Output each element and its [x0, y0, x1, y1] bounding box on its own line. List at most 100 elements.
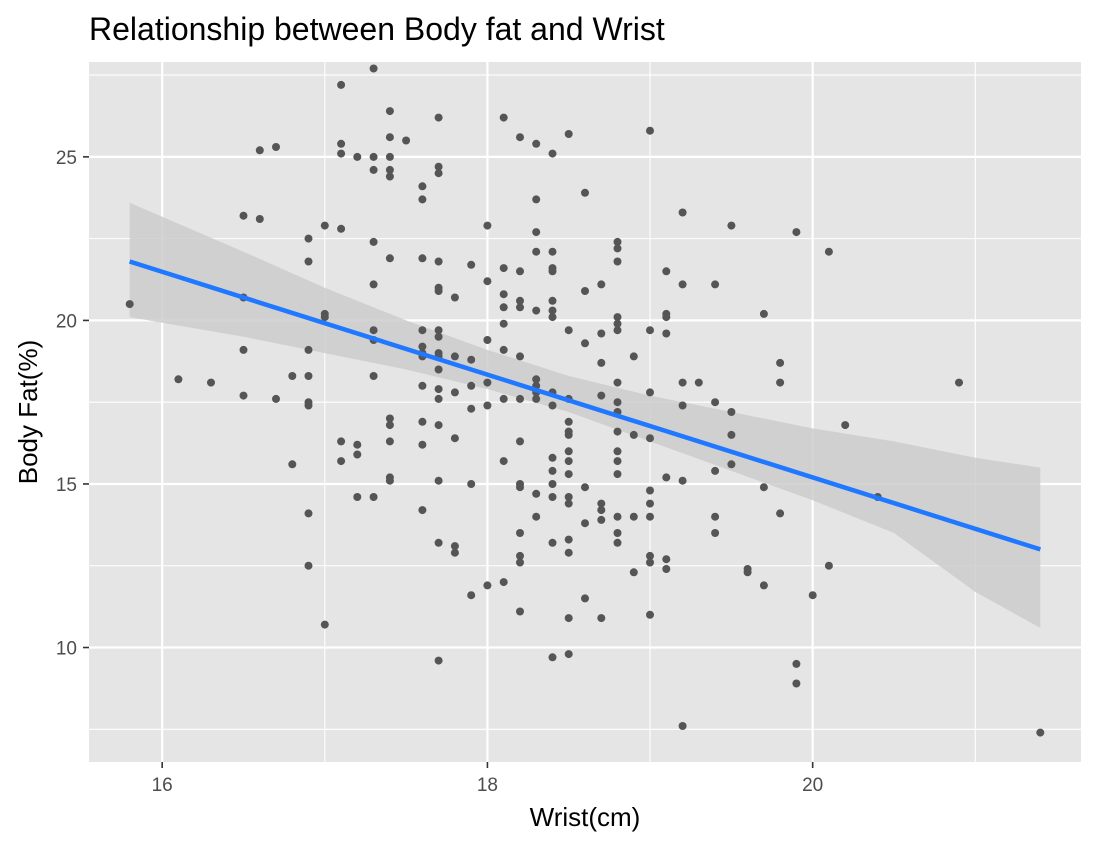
data-point [516, 437, 524, 446]
data-point [499, 578, 508, 587]
data-point [776, 378, 785, 387]
data-point [434, 538, 443, 547]
data-point [320, 221, 329, 230]
data-point [792, 228, 801, 237]
data-point [646, 126, 654, 135]
data-point [450, 548, 459, 557]
data-point [613, 244, 622, 253]
data-point [434, 365, 443, 374]
data-point [239, 211, 248, 220]
data-point [174, 375, 183, 384]
data-point [662, 565, 671, 573]
data-point [548, 149, 557, 158]
data-point [613, 378, 622, 387]
data-point [548, 296, 557, 305]
data-point [516, 483, 524, 492]
data-point [499, 457, 508, 466]
data-point [564, 548, 573, 557]
data-point [483, 336, 492, 344]
data-point [467, 381, 476, 390]
data-point [337, 224, 346, 233]
data-point [759, 483, 768, 492]
data-point [418, 182, 427, 191]
minor-gridlines [89, 62, 1081, 762]
data-point [564, 470, 573, 479]
data-point [434, 394, 443, 403]
data-point [288, 460, 297, 469]
y-axis-title: Body Fat(%) [13, 340, 43, 485]
data-point [613, 512, 622, 521]
data-point [727, 460, 736, 469]
data-point [385, 133, 394, 142]
data-point [467, 355, 476, 364]
data-point [564, 499, 573, 508]
data-point [711, 398, 720, 407]
data-point [564, 535, 573, 544]
data-point [418, 326, 427, 335]
data-point [450, 388, 459, 397]
data-point [646, 512, 654, 521]
confidence-band-layer [129, 202, 1041, 628]
data-point [548, 466, 557, 475]
data-point [434, 162, 443, 171]
data-point [369, 280, 378, 289]
data-point [272, 143, 280, 151]
confidence-band [129, 202, 1041, 628]
data-point [434, 476, 443, 485]
data-point [581, 188, 589, 197]
data-point [581, 287, 589, 295]
data-point [548, 267, 557, 276]
data-point [727, 408, 736, 416]
data-point [369, 237, 378, 246]
data-point [646, 388, 654, 397]
data-point [385, 172, 394, 181]
data-point [516, 296, 524, 305]
data-point [369, 372, 378, 380]
data-point [385, 165, 394, 174]
data-point [564, 430, 573, 439]
data-point [548, 480, 557, 488]
data-point [564, 614, 573, 623]
data-point [434, 326, 443, 335]
data-point [759, 581, 768, 590]
data-point [499, 394, 508, 403]
data-point [499, 319, 508, 328]
data-point [450, 434, 459, 443]
data-point [385, 254, 394, 263]
data-point [516, 303, 524, 312]
data-point [646, 610, 654, 619]
data-point [564, 457, 573, 466]
data-point [418, 254, 427, 263]
data-point [548, 653, 557, 662]
data-point [499, 290, 508, 299]
data-point [337, 149, 346, 158]
data-point [678, 476, 687, 485]
data-point [1036, 728, 1045, 737]
data-point [759, 309, 768, 318]
data-point [613, 326, 622, 335]
data-point [516, 394, 524, 403]
data-point [418, 342, 427, 351]
data-point [434, 287, 443, 295]
data-point [662, 473, 671, 482]
chart-title: Relationship between Body fat and Wrist [89, 11, 665, 47]
data-point [629, 568, 638, 577]
data-point [434, 332, 443, 341]
data-point [499, 303, 508, 312]
data-point [613, 313, 622, 322]
data-point [125, 300, 134, 309]
data-point [727, 221, 736, 230]
data-point [337, 457, 346, 466]
data-point [418, 506, 427, 515]
data-point [288, 372, 297, 380]
y-tick-label: 15 [56, 475, 77, 496]
data-point [564, 493, 573, 501]
data-point [646, 486, 654, 495]
data-point [613, 237, 622, 246]
data-point [499, 264, 508, 273]
data-point [613, 398, 622, 407]
data-point [646, 558, 654, 567]
data-point [369, 165, 378, 174]
data-point [418, 195, 427, 204]
